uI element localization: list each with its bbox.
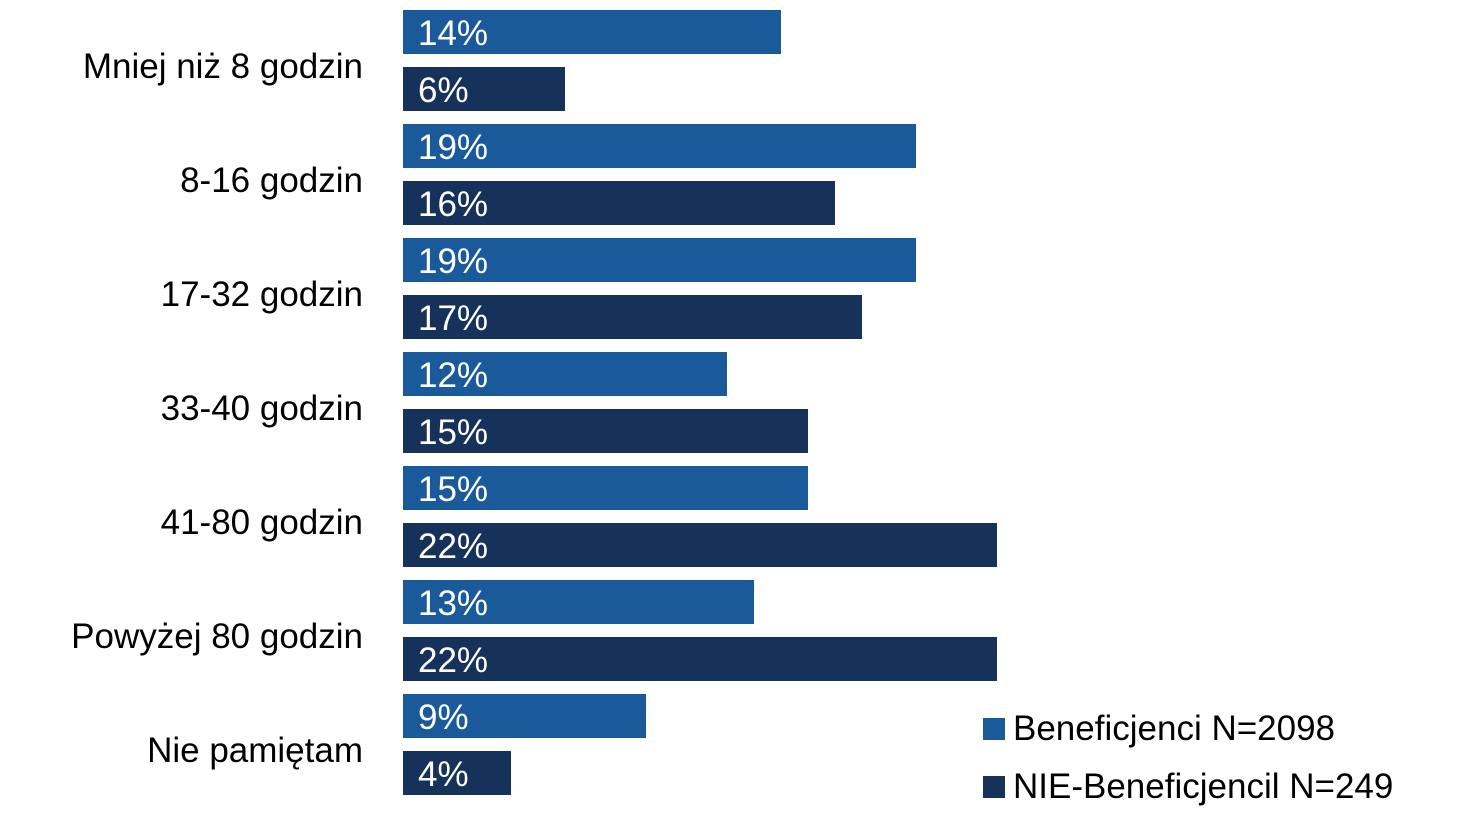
bar-chart: Mniej niż 8 godzin 14% 6% 8-16 godzin 19% 16%… [71, 10, 997, 795]
data-label: 16% [418, 185, 488, 224]
bar-beneficjenci [403, 238, 916, 282]
data-label: 4% [418, 755, 469, 794]
category-label: 33-40 godzin [161, 389, 363, 428]
bar-beneficjenci [403, 580, 754, 624]
bar-beneficjenci [403, 352, 727, 396]
data-label: 19% [418, 128, 488, 167]
bar-nie-beneficjenci [403, 751, 511, 795]
data-label: 14% [418, 14, 488, 53]
data-label: 6% [418, 71, 469, 110]
legend-item-nie-beneficjenci: NIE-Beneficjencil N=249 [983, 758, 1393, 816]
bar-beneficjenci [403, 466, 808, 510]
category-label: Powyżej 80 godzin [71, 617, 363, 656]
data-label: 22% [418, 641, 488, 680]
legend: Beneficjenci N=2098 NIE-Beneficjencil N=… [983, 700, 1393, 816]
category-label: Mniej niż 8 godzin [83, 47, 363, 86]
category-label: Nie pamiętam [147, 731, 363, 770]
legend-swatch-beneficjenci [983, 718, 1005, 740]
legend-label-beneficjenci: Beneficjenci N=2098 [1013, 709, 1336, 748]
data-label: 15% [418, 470, 488, 509]
category-label: 41-80 godzin [161, 503, 363, 542]
data-label: 9% [418, 698, 469, 737]
legend-swatch-nie-beneficjenci [983, 776, 1005, 798]
data-label: 17% [418, 299, 488, 338]
data-label: 22% [418, 527, 488, 566]
data-label: 19% [418, 242, 488, 281]
bar-nie-beneficjenci [403, 637, 997, 681]
bar-nie-beneficjenci [403, 409, 808, 453]
data-label: 12% [418, 356, 488, 395]
legend-item-beneficjenci: Beneficjenci N=2098 [983, 700, 1393, 758]
bar-nie-beneficjenci [403, 523, 997, 567]
bar-nie-beneficjenci [403, 295, 862, 339]
bar-beneficjenci [403, 694, 646, 738]
data-label: 15% [418, 413, 488, 452]
data-label: 13% [418, 584, 488, 623]
bar-nie-beneficjenci [403, 181, 835, 225]
bar-beneficjenci [403, 10, 781, 54]
bar-nie-beneficjenci [403, 67, 565, 111]
category-label: 8-16 godzin [180, 161, 363, 200]
category-label: 17-32 godzin [161, 275, 363, 314]
bar-beneficjenci [403, 124, 916, 168]
legend-label-nie-beneficjenci: NIE-Beneficjencil N=249 [1013, 767, 1394, 806]
